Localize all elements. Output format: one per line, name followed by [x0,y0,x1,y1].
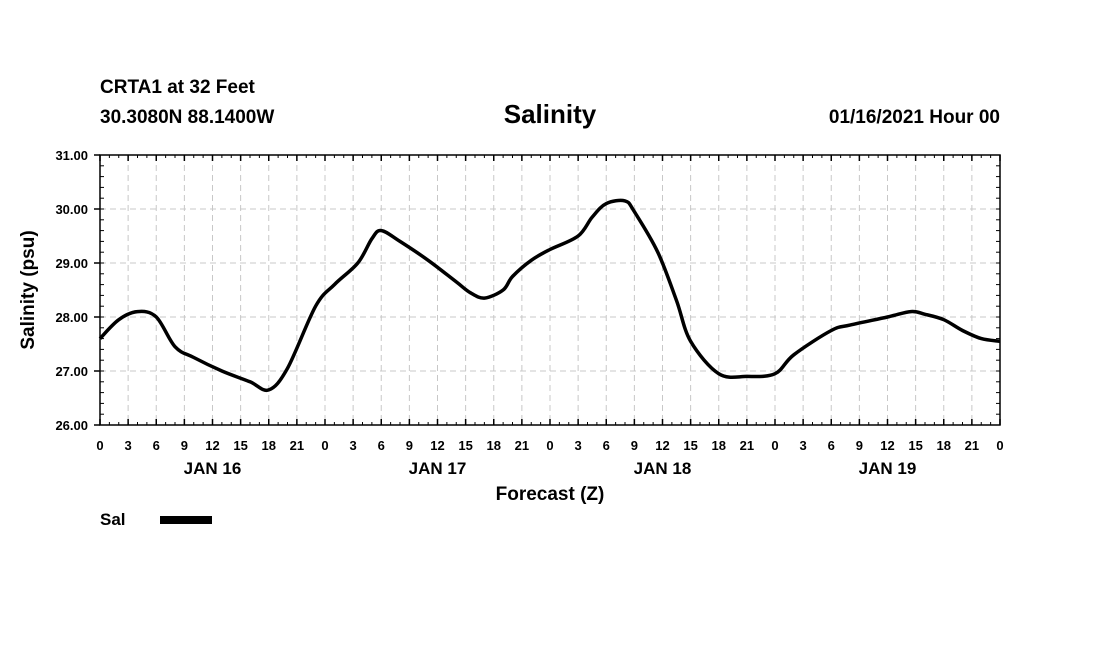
legend-label: Sal [100,510,126,529]
chart-title: Salinity [503,99,597,129]
x-tick-label: 0 [96,438,103,453]
y-tick-label: 30.00 [55,202,88,217]
day-label: JAN 17 [409,459,467,478]
y-tick-label: 29.00 [55,256,88,271]
x-tick-label: 9 [631,438,638,453]
station-label: CRTA1 at 32 Feet [100,77,255,98]
y-axis-title: Salinity (psu) [18,230,39,349]
x-tick-label: 12 [205,438,219,453]
x-tick-label: 21 [740,438,754,453]
x-tick-label: 18 [262,438,276,453]
x-tick-label: 21 [290,438,304,453]
x-tick-label: 15 [233,438,247,453]
day-label: JAN 19 [859,459,917,478]
x-tick-label: 0 [996,438,1003,453]
y-tick-label: 26.00 [55,418,88,433]
x-tick-label: 18 [937,438,951,453]
x-tick-label: 6 [153,438,160,453]
x-tick-label: 3 [350,438,357,453]
series-line-sal [98,198,1001,393]
x-tick-label: 21 [515,438,529,453]
x-tick-label: 3 [800,438,807,453]
x-tick-label: 12 [880,438,894,453]
x-tick-label: 9 [181,438,188,453]
x-tick-label: 12 [430,438,444,453]
x-axis-title: Forecast (Z) [496,484,605,505]
legend-line-swatch [160,516,212,524]
x-tick-label: 6 [378,438,385,453]
x-tick-label: 15 [908,438,922,453]
x-tick-label: 3 [575,438,582,453]
x-tick-label: 21 [965,438,979,453]
x-tick-label: 6 [603,438,610,453]
x-tick-label: 3 [125,438,132,453]
x-tick-label: 12 [655,438,669,453]
x-tick-label: 18 [712,438,726,453]
y-tick-label: 28.00 [55,310,88,325]
legend: Sal [100,510,212,530]
day-label: JAN 16 [184,459,242,478]
coordinates-label: 30.3080N 88.1400W [100,107,275,128]
x-tick-label: 15 [458,438,472,453]
x-tick-label: 9 [406,438,413,453]
y-tick-label: 27.00 [55,364,88,379]
x-tick-label: 15 [683,438,697,453]
day-label: JAN 18 [634,459,692,478]
x-tick-label: 0 [321,438,328,453]
x-tick-label: 18 [487,438,501,453]
x-tick-label: 9 [856,438,863,453]
x-tick-label: 0 [771,438,778,453]
y-tick-label: 31.00 [55,148,88,163]
x-tick-label: 6 [828,438,835,453]
x-tick-label: 0 [546,438,553,453]
forecast-date-label: 01/16/2021 Hour 00 [828,107,1000,128]
plot-area-frame [99,154,1001,426]
